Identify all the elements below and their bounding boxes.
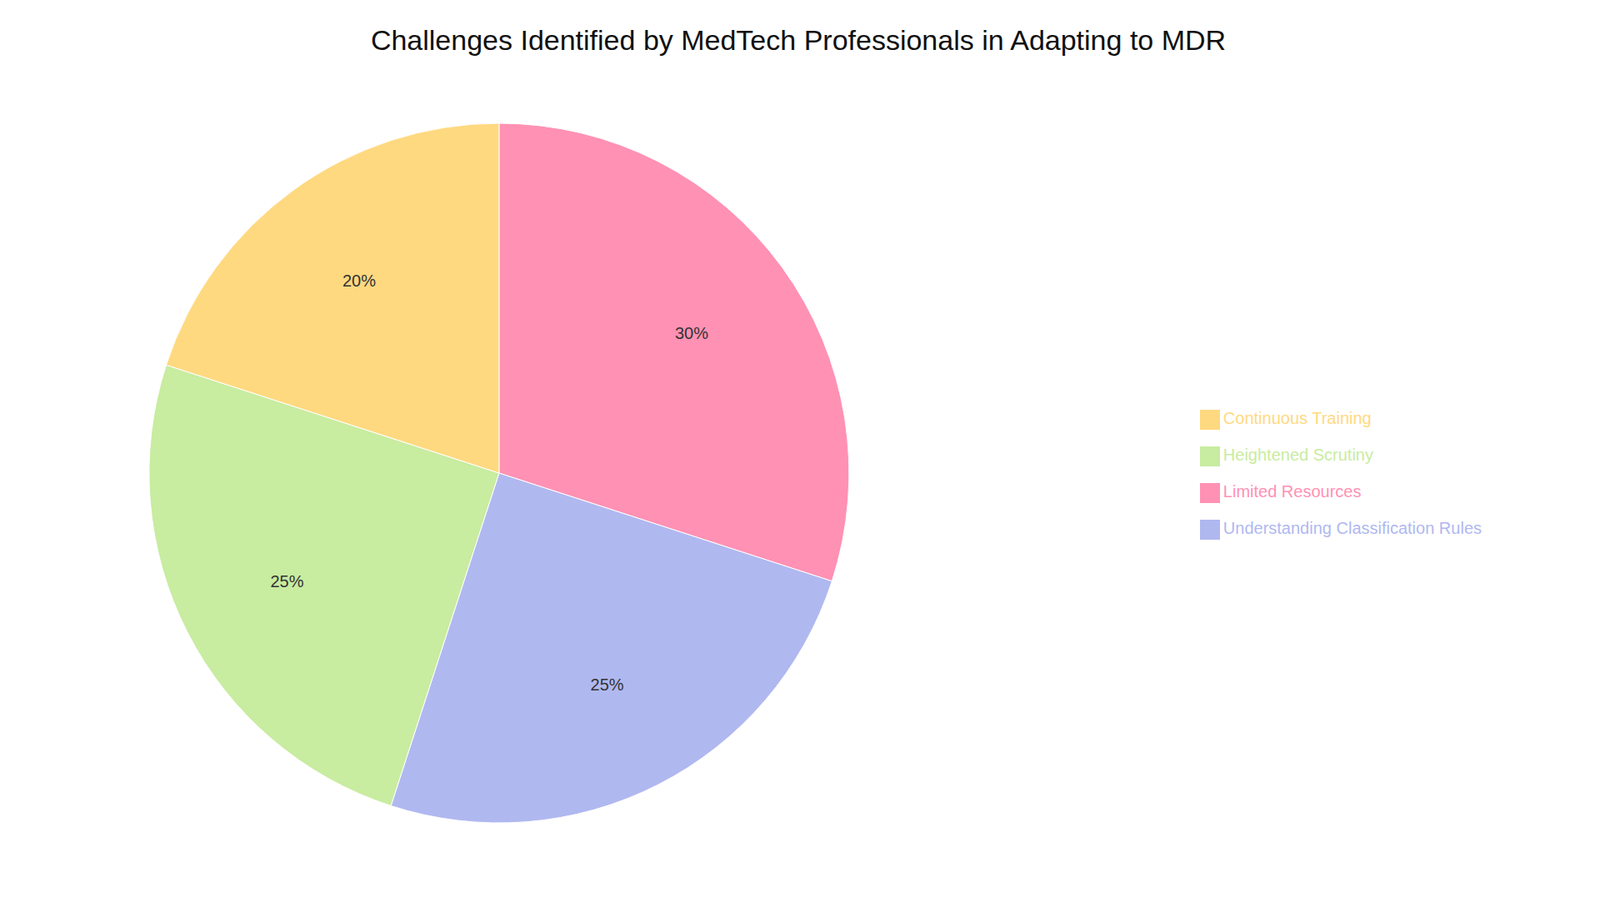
svg-text:20%: 20% [342,271,376,290]
svg-text:25%: 25% [270,572,304,591]
html-text:Limited Resources: Limited Resources [1223,482,1362,501]
svg-text:25%: 25% [590,675,625,695]
svg-text:30%: 30% [675,324,709,343]
html-text:Challenges Identified by MedTe: Challenges Identified by MedTech Profess… [370,23,1226,56]
html-text:Continuous Training: Continuous Training [1223,409,1372,428]
html-text:Heightened Scrutiny: Heightened Scrutiny [1223,445,1374,465]
html-text:Understanding Classification R: Understanding Classification Rules [1223,519,1482,538]
